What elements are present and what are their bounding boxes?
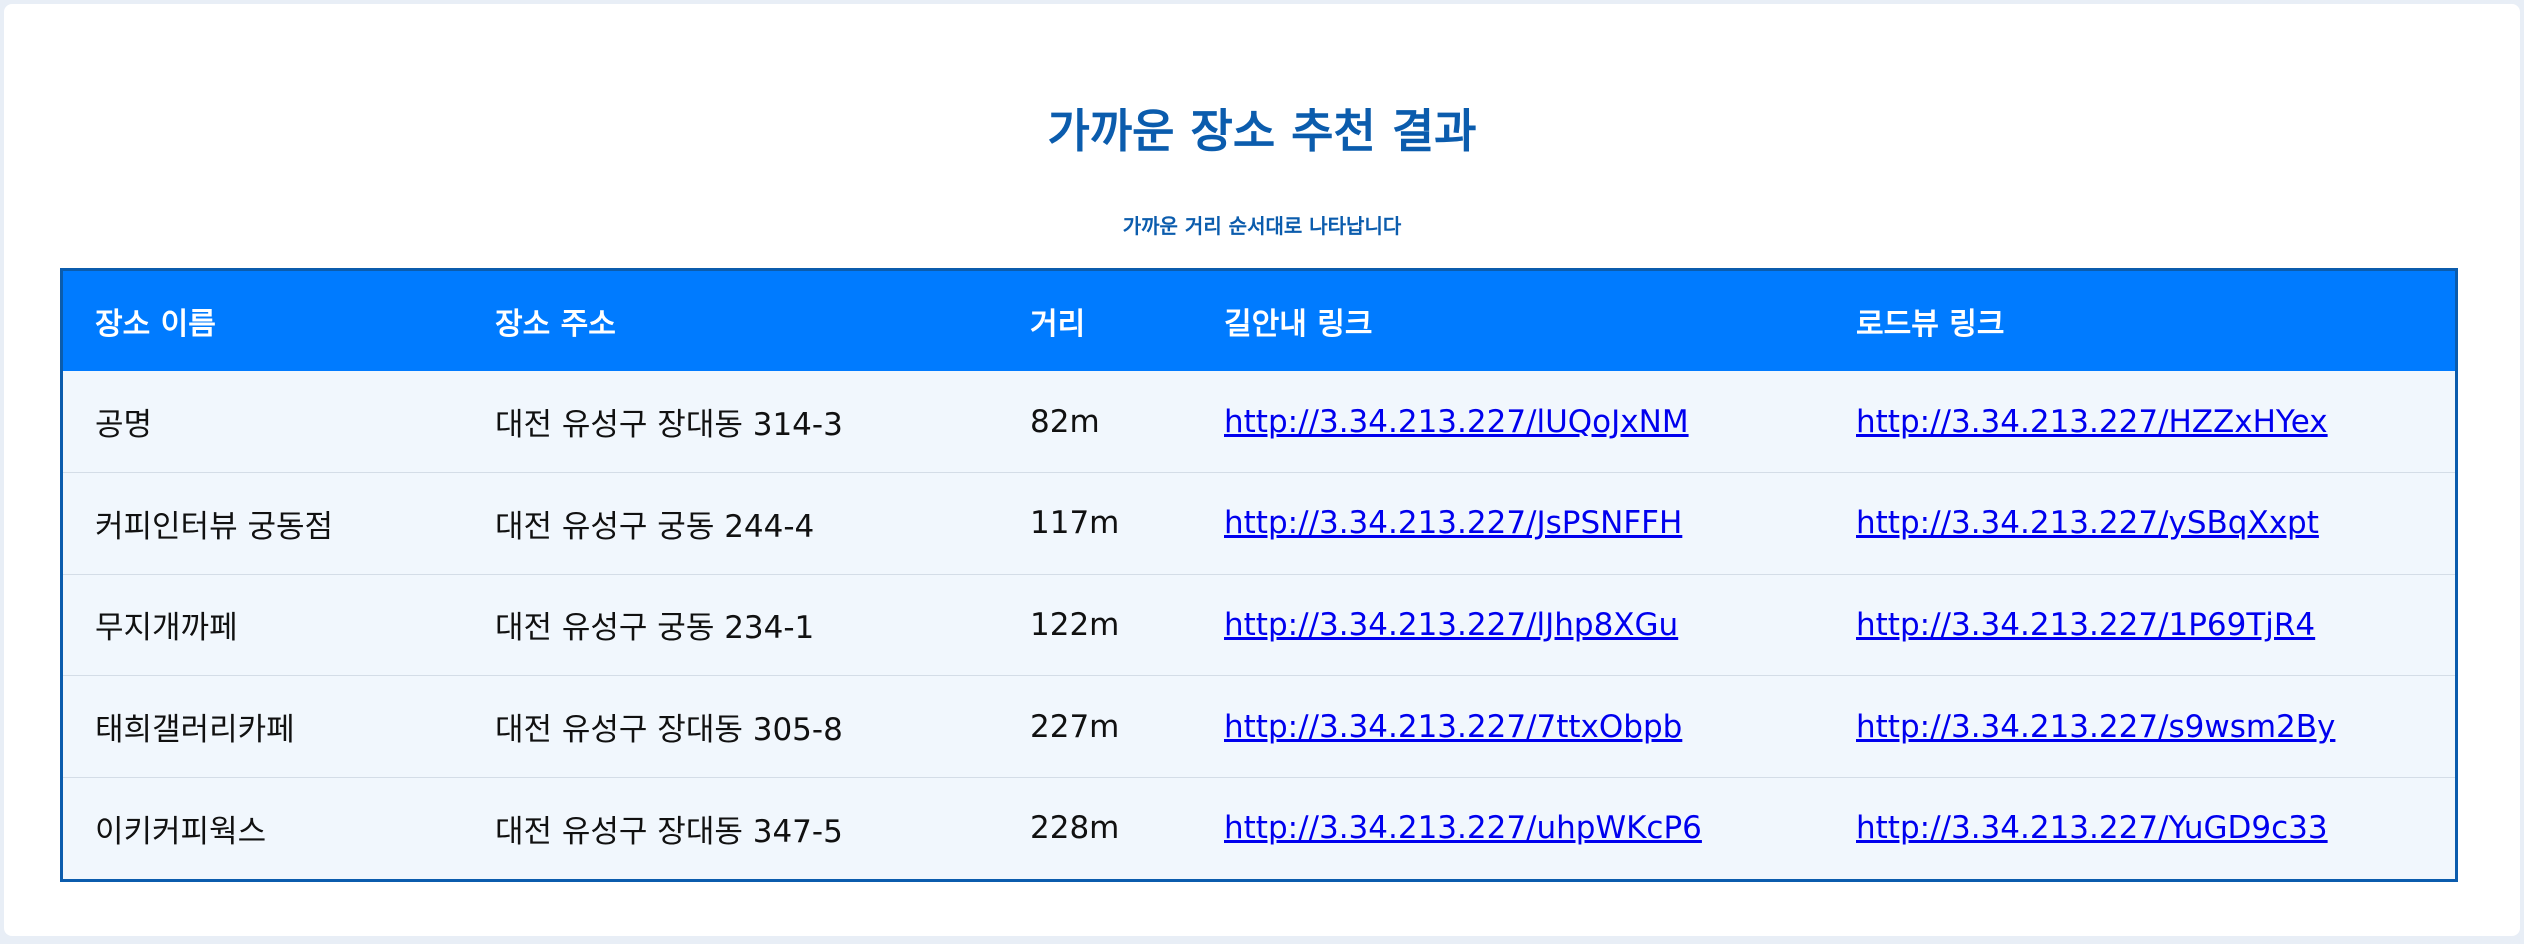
roadview-link[interactable]: http://3.34.213.227/HZZxHYex: [1856, 403, 2328, 440]
place-address: 대전 유성구 장대동 314-3: [495, 407, 843, 444]
header-distance: 거리: [1030, 307, 1086, 342]
place-distance: 117m: [1030, 505, 1120, 542]
header-place-name: 장소 이름: [95, 307, 216, 342]
table-row: 공명 대전 유성구 장대동 314-3 82m http://3.34.213.…: [63, 371, 2455, 473]
place-distance: 228m: [1030, 810, 1120, 847]
table-row: 이키커피웍스 대전 유성구 장대동 347-5 228m http://3.34…: [63, 777, 2455, 879]
directions-cell: http://3.34.213.227/lUQoJxNM: [1192, 371, 1824, 473]
roadview-cell: http://3.34.213.227/ySBqXxpt: [1824, 473, 2455, 575]
place-name: 이키커피웍스: [95, 813, 267, 850]
directions-cell: http://3.34.213.227/uhpWKcP6: [1192, 777, 1824, 879]
place-address: 대전 유성구 궁동 244-4: [495, 508, 815, 545]
directions-link[interactable]: http://3.34.213.227/JsPSNFFH: [1224, 505, 1683, 542]
results-card: 가까운 장소 추천 결과 가까운 거리 순서대로 나타납니다 장소 이름 장소 …: [4, 4, 2520, 936]
place-name: 무지개까페: [95, 610, 238, 647]
directions-cell: http://3.34.213.227/lJhp8XGu: [1192, 574, 1824, 676]
roadview-link[interactable]: http://3.34.213.227/YuGD9c33: [1856, 810, 2328, 847]
place-address: 대전 유성구 장대동 305-8: [495, 712, 843, 749]
place-name: 공명: [95, 407, 153, 444]
place-name: 태희갤러리카페: [95, 712, 295, 749]
table-row: 커피인터뷰 궁동점 대전 유성구 궁동 244-4 117m http://3.…: [63, 472, 2455, 575]
directions-cell: http://3.34.213.227/JsPSNFFH: [1192, 473, 1824, 575]
place-address: 대전 유성구 궁동 234-1: [495, 610, 815, 647]
table-row: 무지개까페 대전 유성구 궁동 234-1 122m http://3.34.2…: [63, 574, 2455, 676]
directions-cell: http://3.34.213.227/7ttxObpb: [1192, 676, 1824, 778]
header-place-address: 장소 주소: [495, 307, 616, 342]
roadview-link[interactable]: http://3.34.213.227/s9wsm2By: [1856, 708, 2336, 745]
roadview-link[interactable]: http://3.34.213.227/ySBqXxpt: [1856, 505, 2319, 542]
header-directions-link: 길안내 링크: [1224, 307, 1373, 342]
results-table-container: 장소 이름 장소 주소 거리 길안내 링크 로드뷰 링크 공명 대전 유성구 장…: [60, 268, 2458, 882]
place-address: 대전 유성구 장대동 347-5: [495, 813, 843, 850]
roadview-link[interactable]: http://3.34.213.227/1P69TjR4: [1856, 606, 2316, 643]
header-roadview-link: 로드뷰 링크: [1856, 307, 2005, 342]
results-table: 장소 이름 장소 주소 거리 길안내 링크 로드뷰 링크 공명 대전 유성구 장…: [63, 271, 2455, 879]
place-distance: 227m: [1030, 708, 1120, 745]
roadview-cell: http://3.34.213.227/s9wsm2By: [1824, 676, 2455, 778]
table-row: 태희갤러리카페 대전 유성구 장대동 305-8 227m http://3.3…: [63, 675, 2455, 778]
directions-link[interactable]: http://3.34.213.227/uhpWKcP6: [1224, 810, 1702, 847]
roadview-cell: http://3.34.213.227/HZZxHYex: [1824, 371, 2455, 473]
table-header-row: 장소 이름 장소 주소 거리 길안내 링크 로드뷰 링크: [63, 271, 2455, 371]
place-distance: 122m: [1030, 606, 1120, 643]
directions-link[interactable]: http://3.34.213.227/7ttxObpb: [1224, 708, 1683, 745]
directions-link[interactable]: http://3.34.213.227/lUQoJxNM: [1224, 403, 1689, 440]
roadview-cell: http://3.34.213.227/1P69TjR4: [1824, 574, 2455, 676]
page-subtitle: 가까운 거리 순서대로 나타납니다: [1122, 214, 1402, 238]
page-title: 가까운 장소 추천 결과: [1047, 104, 1477, 158]
place-name: 커피인터뷰 궁동점: [95, 508, 334, 545]
directions-link[interactable]: http://3.34.213.227/lJhp8XGu: [1224, 606, 1679, 643]
roadview-cell: http://3.34.213.227/YuGD9c33: [1824, 777, 2455, 879]
place-distance: 82m: [1030, 403, 1100, 440]
